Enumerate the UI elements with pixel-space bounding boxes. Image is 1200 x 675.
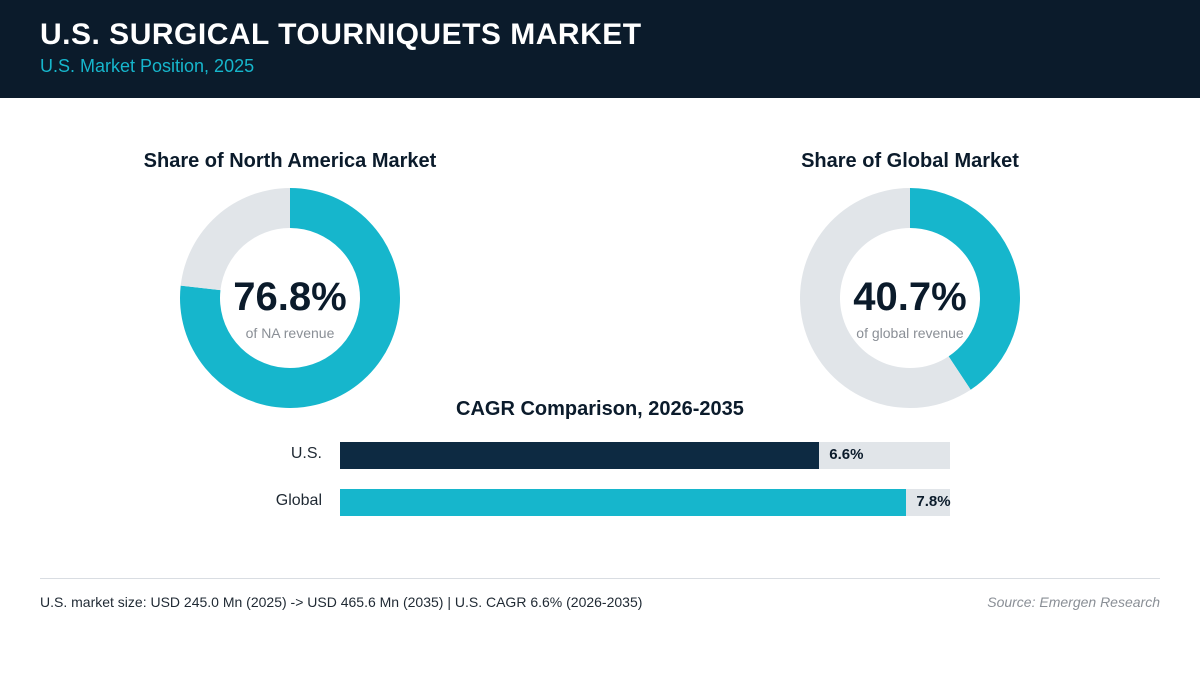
na-share-slice xyxy=(180,188,400,408)
na-donut-title: Share of North America Market xyxy=(143,150,437,172)
global-donut-svg xyxy=(800,188,1020,408)
global-share-slice xyxy=(910,188,1020,390)
global-donut-caption: of global revenue xyxy=(856,325,964,341)
global-remainder-slice xyxy=(800,188,971,408)
source-note: Source: Emergen Research xyxy=(987,594,1160,610)
cagr-chart-title: CAGR Comparison, 2026-2035 xyxy=(456,398,744,420)
na-donut-svg xyxy=(180,188,400,408)
bar-us xyxy=(340,442,820,469)
global-donut-value: 40.7% xyxy=(853,275,967,319)
market-size-summary: U.S. market size: USD 245.0 Mn (2025) ->… xyxy=(40,594,643,610)
na-remainder-slice xyxy=(180,188,290,291)
bar-label-us: U.S. xyxy=(290,445,322,462)
global-share-donut-chart: Share of Global Market 40.7% of global r… xyxy=(740,150,1080,420)
na-share-donut-chart: Share of North America Market 76.8% of N… xyxy=(120,150,460,420)
cagr-bar-chart: CAGR Comparison, 2026-2035 U.S. 6.6% Glo… xyxy=(0,398,1200,538)
page-subtitle: U.S. Market Position, 2025 xyxy=(40,56,255,76)
bar-value-global: 7.8% xyxy=(916,493,951,510)
bar-track-global: 7.8% xyxy=(340,489,951,516)
na-donut-caption: of NA revenue xyxy=(245,325,335,341)
header-banner: U.S. SURGICAL TOURNIQUETS MARKET U.S. Ma… xyxy=(0,0,1200,98)
page-title: U.S. SURGICAL TOURNIQUETS MARKET xyxy=(40,18,642,51)
global-donut-title: Share of Global Market xyxy=(801,150,1019,172)
footer-divider xyxy=(40,578,1160,579)
bar-value-us: 6.6% xyxy=(829,446,864,463)
na-donut-value: 76.8% xyxy=(233,275,347,319)
bar-track-us: 6.6% xyxy=(340,442,950,469)
bar-global xyxy=(340,489,907,516)
bar-label-global: Global xyxy=(275,492,322,509)
